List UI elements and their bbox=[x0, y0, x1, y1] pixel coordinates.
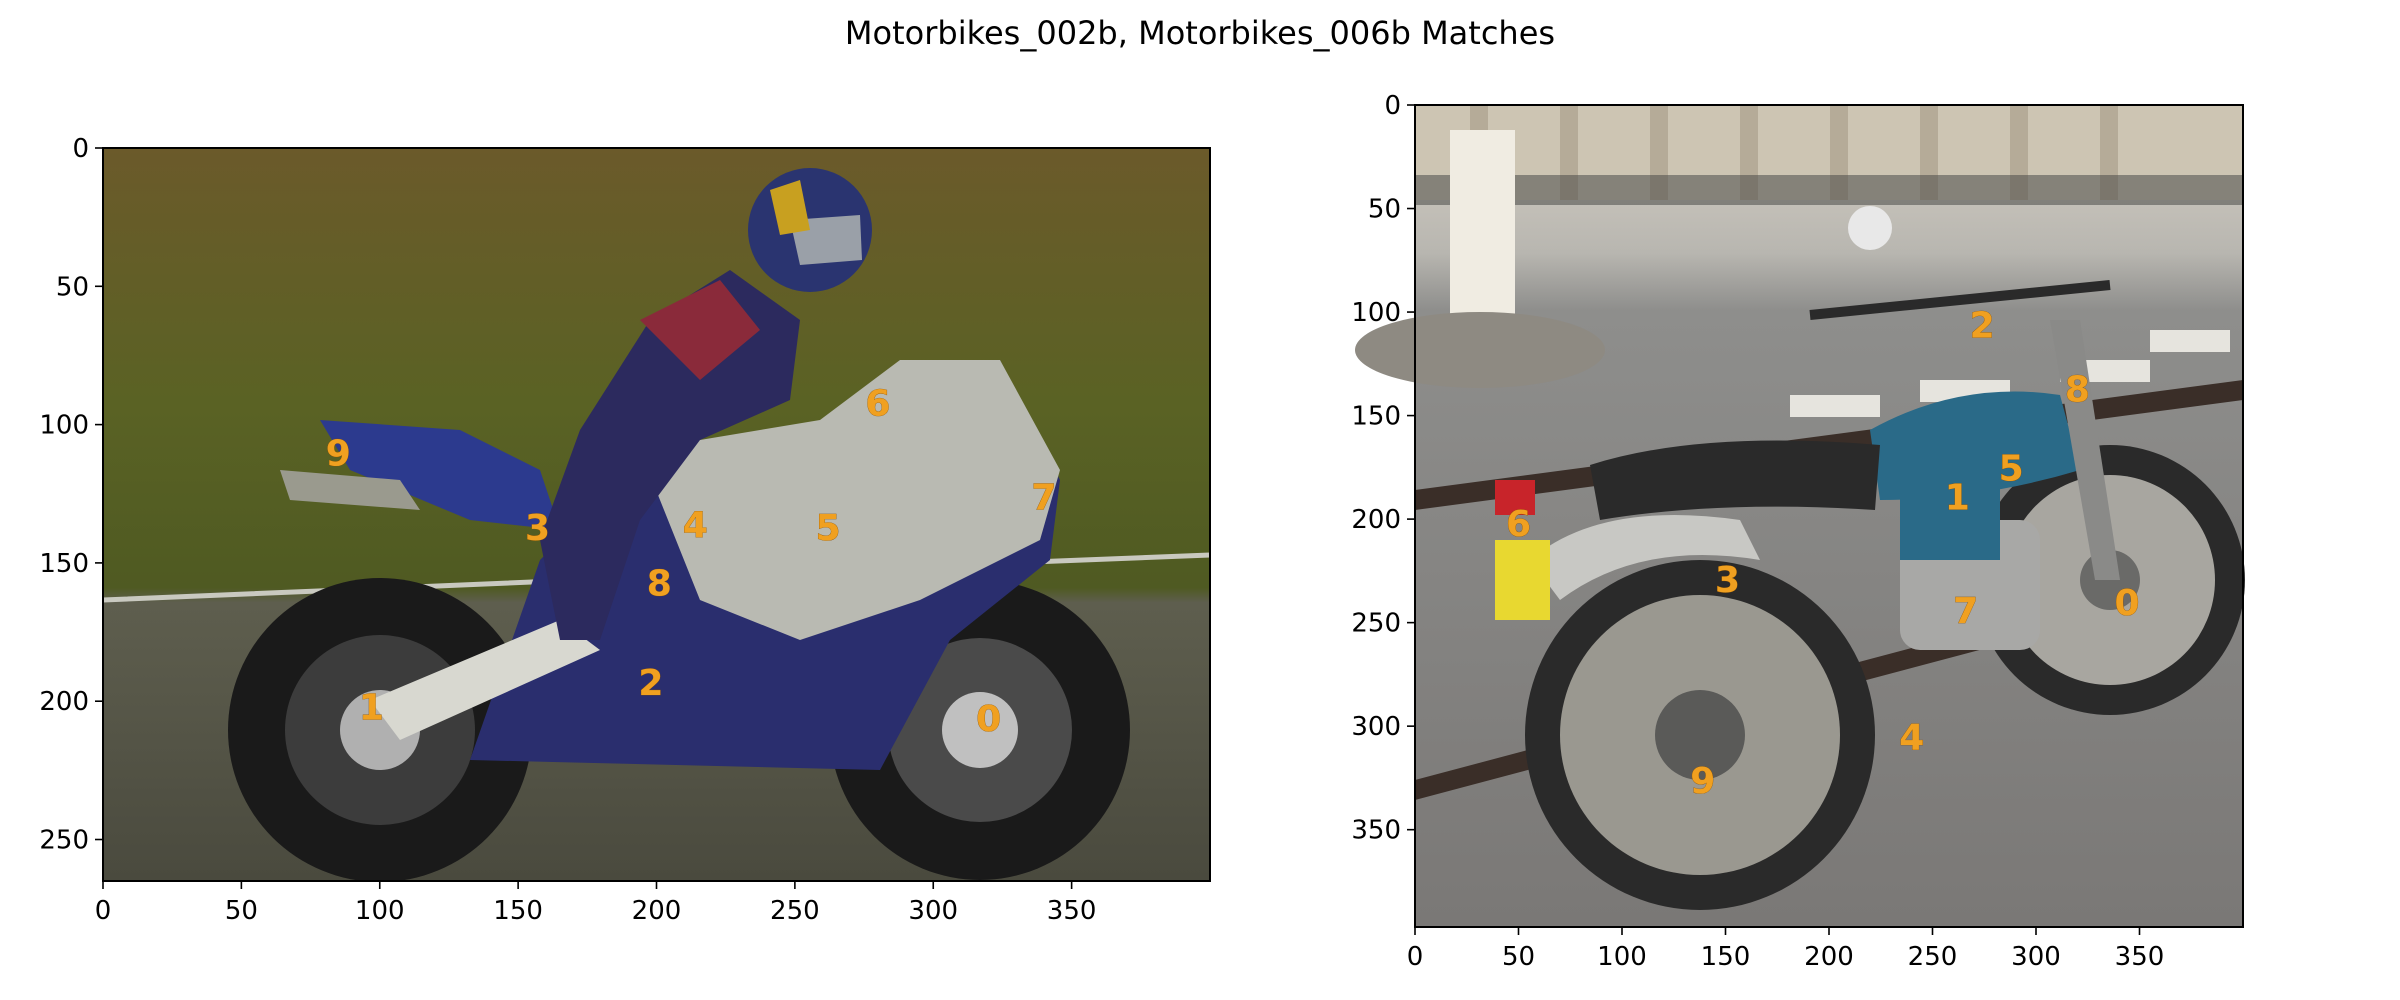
motorbike-photo-right bbox=[1355, 105, 2245, 927]
left-xtick-label: 200 bbox=[632, 896, 682, 926]
right-keypoint-3: 3 bbox=[1715, 560, 1740, 601]
right-keypoint-8: 8 bbox=[2065, 370, 2090, 411]
right-xtick-label: 300 bbox=[2011, 942, 2061, 972]
motorbike-photo-left bbox=[102, 148, 1211, 882]
left-image-panel: 0 50 100 150 200 250 300 350 0 50 100 150 200 250 0 1… bbox=[39, 134, 1211, 926]
left-keypoint-0: 0 bbox=[976, 699, 1001, 740]
right-ytick-label: 350 bbox=[1351, 816, 1401, 846]
left-xtick-label: 150 bbox=[493, 896, 543, 926]
left-xtick-label: 350 bbox=[1047, 896, 1097, 926]
right-keypoint-6: 6 bbox=[1506, 504, 1531, 545]
right-ytick-label: 0 bbox=[1384, 91, 1401, 121]
right-keypoint-4: 4 bbox=[1899, 718, 1924, 759]
left-keypoint-3: 3 bbox=[525, 508, 550, 549]
left-xtick-label: 100 bbox=[355, 896, 405, 926]
left-keypoint-6: 6 bbox=[865, 383, 890, 424]
right-keypoint-9: 9 bbox=[1690, 761, 1715, 802]
right-ytick-label: 250 bbox=[1351, 609, 1401, 639]
left-keypoint-7: 7 bbox=[1031, 478, 1056, 519]
left-keypoint-5: 5 bbox=[816, 508, 841, 549]
right-keypoint-1: 1 bbox=[1945, 477, 1970, 518]
left-ytick-label: 150 bbox=[39, 549, 89, 579]
right-keypoint-7: 7 bbox=[1953, 591, 1978, 632]
left-xtick-label: 50 bbox=[225, 896, 258, 926]
right-ytick-label: 150 bbox=[1351, 402, 1401, 432]
left-keypoint-9: 9 bbox=[326, 433, 351, 474]
right-xtick-label: 200 bbox=[1804, 942, 1854, 972]
left-ytick-label: 50 bbox=[56, 272, 89, 302]
figure-title: Motorbikes_002b, Motorbikes_006b Matches bbox=[844, 14, 1556, 52]
left-xtick-label: 250 bbox=[770, 896, 820, 926]
right-image-panel: 0 50 100 150 200 250 300 350 050100150200250300… bbox=[1351, 91, 2245, 972]
left-keypoint-8: 8 bbox=[647, 563, 672, 604]
right-keypoint-2: 2 bbox=[1970, 305, 1995, 346]
right-keypoint-5: 5 bbox=[1999, 448, 2024, 489]
right-keypoint-0: 0 bbox=[2115, 583, 2140, 624]
right-xtick-label: 350 bbox=[2115, 942, 2165, 972]
right-xtick-label: 100 bbox=[1597, 942, 1647, 972]
left-keypoint-1: 1 bbox=[359, 688, 384, 729]
right-ytick-label: 50 bbox=[1368, 195, 1401, 225]
left-ytick-label: 0 bbox=[72, 134, 89, 164]
left-ytick-label: 100 bbox=[39, 411, 89, 441]
right-xtick-label: 150 bbox=[1701, 942, 1751, 972]
left-keypoint-4: 4 bbox=[683, 505, 708, 546]
left-xtick-label: 300 bbox=[908, 896, 958, 926]
left-keypoint-2: 2 bbox=[638, 663, 663, 704]
right-ytick-label: 200 bbox=[1351, 505, 1401, 535]
left-xtick-label: 0 bbox=[95, 896, 112, 926]
left-ytick-label: 200 bbox=[39, 687, 89, 717]
left-ytick-label: 250 bbox=[39, 826, 89, 856]
right-ytick-label: 100 bbox=[1351, 298, 1401, 328]
right-xtick-label: 50 bbox=[1502, 942, 1535, 972]
right-xtick-label: 0 bbox=[1407, 942, 1424, 972]
right-xtick-label: 250 bbox=[1908, 942, 1958, 972]
right-ytick-label: 300 bbox=[1351, 712, 1401, 742]
